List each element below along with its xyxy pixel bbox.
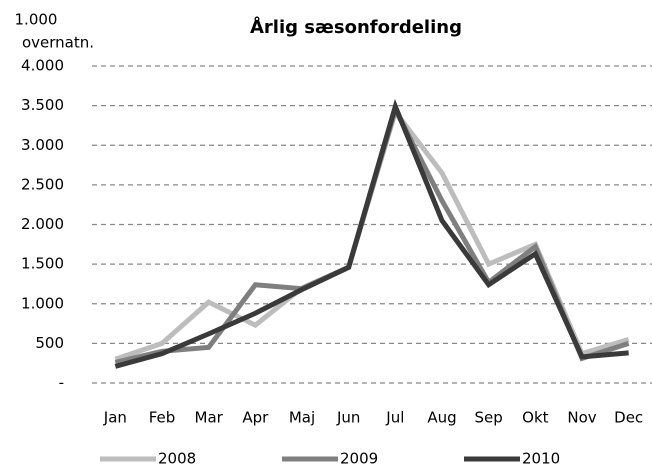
y-tick-label: 3.500 — [21, 96, 64, 114]
legend-label: 2008 — [158, 450, 196, 466]
x-tick-label: Okt — [522, 409, 548, 427]
y-tick-label: 2.500 — [21, 175, 64, 193]
x-tick-label: Jul — [385, 409, 404, 427]
data-line — [114, 102, 630, 365]
legend-label: 2009 — [340, 450, 378, 466]
legend-label: 2010 — [522, 450, 560, 466]
data-line — [114, 98, 629, 369]
x-tick-label: Jan — [103, 409, 127, 427]
y-tick-label: 4.000 — [21, 57, 64, 75]
y-axis-label: 1.000 — [15, 11, 58, 29]
y-tick-label: 3.000 — [21, 136, 64, 154]
x-tick-label: Maj — [289, 409, 315, 427]
y-tick-label: - — [59, 374, 64, 392]
x-tick-label: Feb — [149, 409, 176, 427]
y-tick-label: 1.000 — [21, 294, 64, 312]
chart-title: Årlig sæsonfordeling — [250, 15, 462, 38]
x-tick-label: Jun — [336, 409, 360, 427]
x-tick-label: Mar — [195, 409, 224, 427]
y-tick-label: 2.000 — [21, 215, 64, 233]
y-tick-label: 1.500 — [21, 255, 64, 273]
y-axis-label: overnatn. — [22, 34, 94, 52]
data-line — [114, 106, 630, 362]
x-tick-label: Aug — [427, 409, 456, 427]
x-tick-label: Sep — [475, 409, 503, 427]
x-tick-label: Nov — [567, 409, 596, 427]
x-tick-label: Dec — [614, 409, 643, 427]
x-tick-label: Apr — [242, 409, 269, 427]
y-tick-label: 500 — [35, 334, 64, 352]
